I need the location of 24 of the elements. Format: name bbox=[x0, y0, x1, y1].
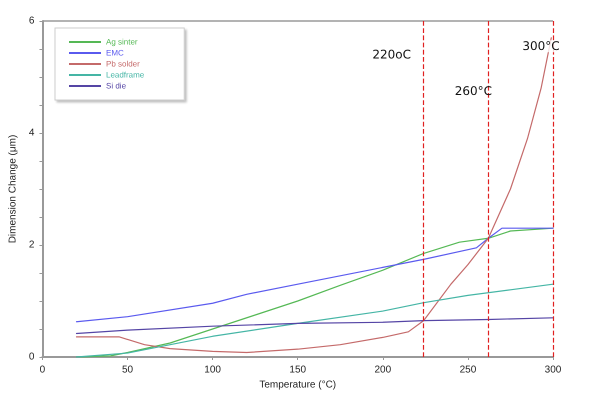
legend-label: Pb solder bbox=[106, 60, 140, 68]
y-tick-label: 2 bbox=[28, 240, 35, 250]
y-axis-title: Dimension Change (μm) bbox=[8, 134, 18, 244]
legend-label: EMC bbox=[106, 48, 124, 58]
legend-label: Leadframe bbox=[106, 70, 145, 80]
line-series bbox=[76, 284, 554, 358]
x-tick-label: 100 bbox=[204, 364, 222, 376]
y-tick-label: 4 bbox=[28, 128, 35, 138]
x-tick-label: 250 bbox=[460, 364, 477, 376]
x-tick-label: 50 bbox=[122, 364, 134, 376]
y-tick-label: 6 bbox=[28, 16, 35, 26]
line-series bbox=[76, 228, 554, 322]
x-tick-label: 200 bbox=[374, 364, 392, 376]
y-tick-label: 0 bbox=[28, 352, 35, 362]
x-axis-title: Temperature (°C) bbox=[259, 379, 336, 390]
x-tick-label: 150 bbox=[289, 364, 307, 376]
legend-label: Si die bbox=[106, 82, 127, 90]
ref-line-label: 220oC bbox=[372, 48, 411, 62]
legend-label: Ag sinter bbox=[106, 38, 138, 46]
ref-line-label: 260°C bbox=[454, 84, 492, 98]
x-tick-label: 0 bbox=[40, 364, 46, 376]
x-tick-label: 300 bbox=[544, 364, 562, 376]
line-series bbox=[76, 317, 554, 334]
ref-line-label: 300°C bbox=[522, 39, 560, 54]
